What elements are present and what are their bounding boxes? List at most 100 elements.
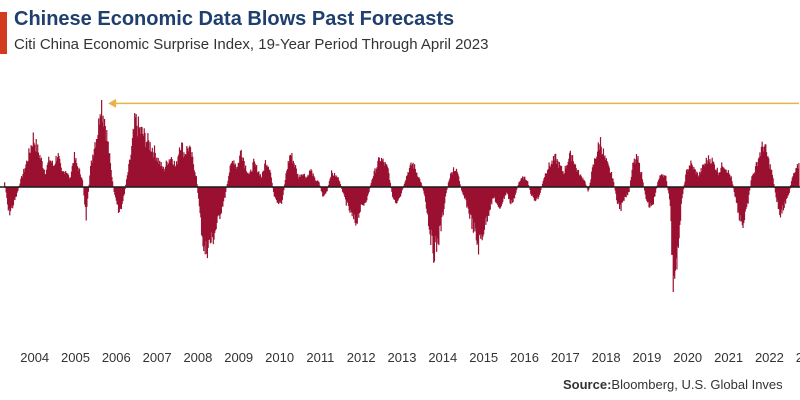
data-bar bbox=[788, 187, 790, 195]
data-bar bbox=[607, 165, 610, 187]
data-bar bbox=[259, 174, 261, 187]
data-bar bbox=[313, 176, 315, 187]
data-bar bbox=[344, 187, 346, 198]
data-bar bbox=[725, 169, 727, 187]
data-bar bbox=[213, 187, 215, 240]
data-bar bbox=[38, 157, 40, 187]
data-bar bbox=[702, 164, 704, 187]
data-bar bbox=[759, 152, 761, 187]
data-bar bbox=[428, 187, 430, 230]
data-bar bbox=[275, 187, 277, 199]
data-bar bbox=[289, 155, 291, 187]
data-bar bbox=[469, 187, 472, 214]
data-bar bbox=[271, 182, 273, 187]
data-bar bbox=[109, 163, 112, 187]
data-bar bbox=[508, 187, 510, 199]
data-bar bbox=[465, 187, 467, 201]
data-bar bbox=[116, 187, 118, 205]
data-bar bbox=[353, 187, 355, 215]
data-bar bbox=[530, 187, 533, 196]
data-bar bbox=[212, 187, 214, 245]
data-bar bbox=[594, 158, 596, 187]
data-bar bbox=[577, 170, 579, 187]
data-bar bbox=[20, 178, 22, 187]
data-bar bbox=[40, 159, 42, 187]
data-bar bbox=[621, 187, 623, 203]
data-bar bbox=[50, 161, 52, 187]
data-bar bbox=[543, 178, 545, 187]
data-bar bbox=[383, 165, 386, 187]
data-bar bbox=[247, 172, 249, 187]
data-bar bbox=[678, 187, 680, 239]
data-bar bbox=[516, 187, 518, 190]
data-bar bbox=[655, 187, 657, 189]
data-bar bbox=[542, 181, 544, 187]
data-bar bbox=[643, 187, 646, 191]
data-bar bbox=[585, 184, 587, 187]
data-bar bbox=[675, 187, 677, 259]
data-bar bbox=[367, 187, 369, 194]
data-bar bbox=[375, 168, 378, 187]
data-bar bbox=[442, 187, 444, 216]
data-bar bbox=[162, 168, 164, 187]
data-bar bbox=[341, 187, 343, 190]
data-bar bbox=[326, 187, 328, 192]
data-bar bbox=[75, 158, 77, 187]
data-bar bbox=[229, 165, 231, 187]
data-bar bbox=[395, 187, 397, 204]
data-bar bbox=[458, 176, 460, 187]
data-bar bbox=[338, 180, 340, 187]
data-bar bbox=[118, 187, 120, 212]
data-bar bbox=[206, 187, 208, 254]
data-bar bbox=[641, 179, 643, 187]
data-bar bbox=[784, 187, 786, 202]
data-bar bbox=[712, 161, 714, 187]
data-bar bbox=[710, 164, 712, 187]
data-bar bbox=[743, 187, 745, 224]
data-bar bbox=[91, 163, 93, 187]
data-bar bbox=[579, 174, 581, 187]
data-bar bbox=[679, 187, 681, 225]
data-bar bbox=[194, 172, 196, 187]
data-bar bbox=[436, 187, 438, 239]
data-bar bbox=[397, 187, 400, 200]
data-bar bbox=[610, 172, 613, 187]
data-bar bbox=[375, 172, 377, 187]
data-bar bbox=[13, 187, 15, 200]
data-bar bbox=[197, 187, 199, 193]
data-bar bbox=[738, 187, 740, 212]
data-bar bbox=[441, 187, 443, 218]
x-tick-label: 2021 bbox=[714, 350, 743, 365]
data-bar bbox=[491, 187, 493, 205]
data-bar bbox=[109, 153, 111, 187]
data-bar bbox=[397, 187, 399, 201]
data-bar bbox=[74, 160, 76, 187]
data-bar bbox=[117, 187, 119, 205]
data-bar bbox=[793, 173, 796, 187]
data-bar bbox=[278, 187, 280, 205]
data-bar bbox=[198, 187, 200, 199]
data-bar bbox=[563, 174, 565, 187]
data-bar bbox=[580, 174, 582, 187]
data-bar bbox=[6, 187, 8, 198]
x-tick-label: 2013 bbox=[388, 350, 417, 365]
data-bar bbox=[779, 187, 781, 216]
data-bar bbox=[26, 160, 28, 187]
data-bar bbox=[778, 187, 780, 209]
data-bar bbox=[256, 165, 258, 187]
data-bar bbox=[438, 187, 440, 246]
data-bar bbox=[491, 187, 494, 199]
data-bar bbox=[439, 187, 441, 226]
data-bar bbox=[162, 166, 164, 187]
data-bar bbox=[220, 187, 222, 214]
data-bar bbox=[499, 187, 502, 208]
data-bar bbox=[483, 187, 485, 235]
data-bar bbox=[80, 177, 82, 187]
data-bar bbox=[427, 187, 430, 227]
data-bar bbox=[131, 138, 134, 187]
data-bar bbox=[470, 187, 472, 216]
data-bar bbox=[328, 184, 330, 187]
data-bar bbox=[533, 187, 535, 198]
data-bar bbox=[309, 171, 311, 187]
data-bar bbox=[604, 155, 606, 187]
